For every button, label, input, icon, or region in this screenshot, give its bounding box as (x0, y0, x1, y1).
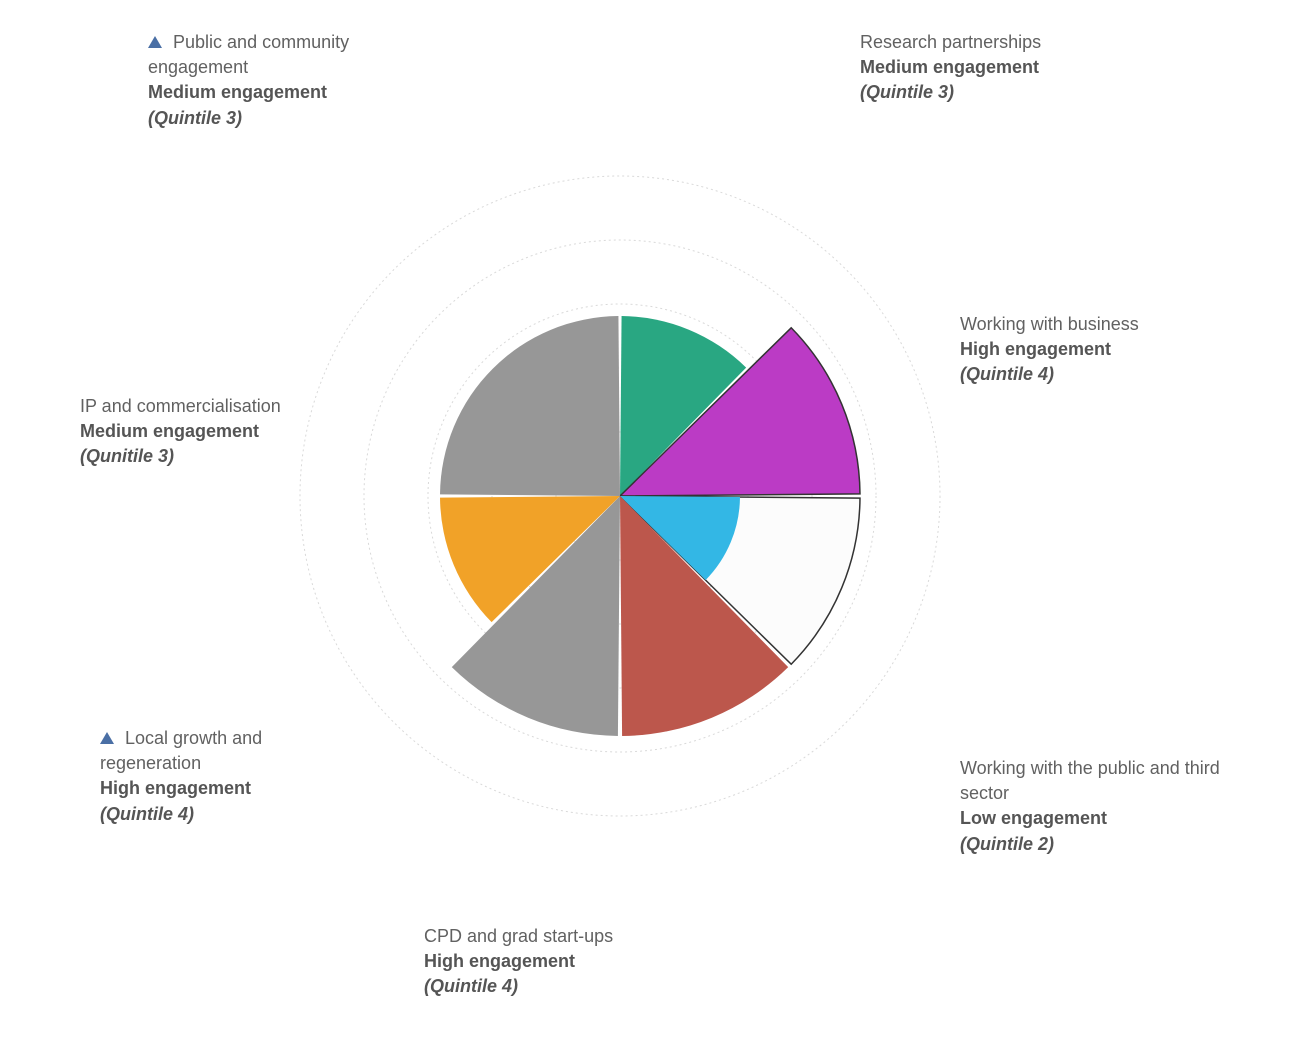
triangle-up-icon (100, 732, 114, 744)
label-title: IP and commercialisation (80, 396, 281, 416)
label-title: CPD and grad start-ups (424, 926, 613, 946)
label-engagement: Medium engagement (860, 57, 1039, 77)
label-quintile: (Qunitile 3) (80, 446, 174, 466)
label-engagement: High engagement (100, 778, 251, 798)
label-working-public-third-sector: Working with the public and third sector… (960, 756, 1220, 857)
label-quintile: (Quintile 4) (100, 804, 194, 824)
label-engagement: High engagement (424, 951, 575, 971)
label-quintile: (Quintile 2) (960, 834, 1054, 854)
label-research-partnerships: Research partnerships Medium engagement … (860, 30, 1041, 106)
label-title: Public and community engagement (148, 32, 349, 77)
label-public-community-engagement: Public and community engagement Medium e… (148, 30, 408, 131)
label-cpd-grad-startups: CPD and grad start-ups High engagement (… (424, 924, 613, 1000)
label-engagement: Medium engagement (148, 82, 327, 102)
triangle-up-icon (148, 36, 162, 48)
label-engagement: Low engagement (960, 808, 1107, 828)
chart-container: Research partnerships Medium engagement … (0, 0, 1300, 1044)
label-title: Working with business (960, 314, 1139, 334)
label-engagement: High engagement (960, 339, 1111, 359)
label-title: Research partnerships (860, 32, 1041, 52)
label-title: Local growth and regeneration (100, 728, 262, 773)
label-quintile: (Quintile 4) (960, 364, 1054, 384)
label-engagement: Medium engagement (80, 421, 259, 441)
label-local-growth-regeneration: Local growth and regeneration High engag… (100, 726, 360, 827)
polar-chart-svg (0, 0, 1300, 1044)
label-quintile: (Quintile 3) (860, 82, 954, 102)
label-working-with-business: Working with business High engagement (Q… (960, 312, 1139, 388)
label-quintile: (Quintile 4) (424, 976, 518, 996)
label-title: Working with the public and third sector (960, 758, 1220, 803)
label-ip-commercialisation: IP and commercialisation Medium engageme… (80, 394, 281, 470)
label-quintile: (Quintile 3) (148, 108, 242, 128)
